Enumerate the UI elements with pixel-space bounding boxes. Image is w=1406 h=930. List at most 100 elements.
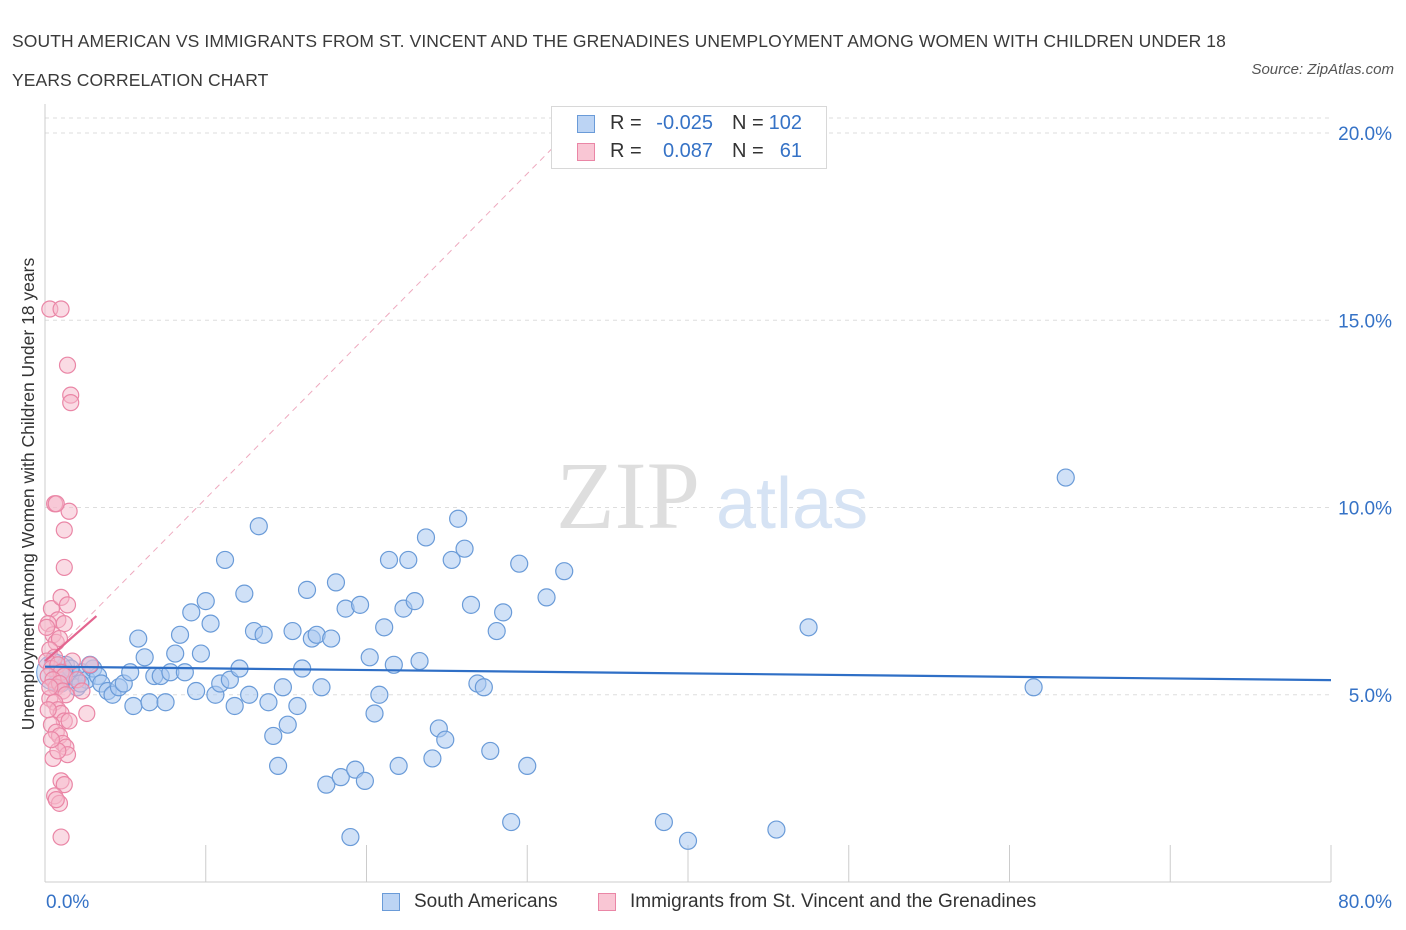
r-value: -0.025 [656, 112, 713, 134]
legend-label: Immigrants from St. Vincent and the Gren… [630, 891, 1037, 912]
st-vincent-point [55, 558, 73, 577]
south-americans-point [799, 618, 818, 637]
y-tick-label: 20.0% [1338, 124, 1392, 145]
x-tick-label-max: 80.0% [1338, 892, 1392, 913]
south-americans-point [436, 730, 455, 749]
south-americans-point [487, 621, 506, 641]
st-vincent-point [55, 521, 73, 539]
st-vincent-point [50, 629, 69, 648]
st-vincent-point [39, 701, 57, 719]
n-value: 102 [768, 112, 802, 134]
pink-trend-extension [44, 132, 568, 662]
south-americans-point [249, 517, 268, 536]
south-americans-point [375, 618, 394, 637]
chart-title: SOUTH AMERICAN VS IMMIGRANTS FROM ST. VI… [12, 31, 1226, 90]
watermark-atlas: atlas [716, 464, 868, 544]
south-americans-point [494, 603, 513, 622]
series-legend: South Americans Immigrants from St. Vinc… [0, 888, 1406, 918]
south-americans-point [326, 573, 346, 592]
st-vincent-point [52, 828, 70, 846]
south-americans-point [341, 827, 360, 847]
st-vincent-point [81, 656, 99, 674]
south-americans-point [474, 678, 493, 697]
south-americans-point [278, 715, 297, 734]
south-americans-point [135, 648, 154, 667]
south-americans-point [455, 539, 474, 558]
south-americans-point [410, 651, 429, 671]
south-americans-point [510, 554, 529, 573]
series-st-vincent [38, 300, 99, 846]
y-tick-label: 15.0% [1338, 311, 1392, 332]
south-americans-point [1024, 678, 1043, 697]
south-americans-point [268, 756, 288, 776]
legend-label: South Americans [414, 891, 558, 912]
south-americans-point [1056, 468, 1075, 487]
y-tick-label: 10.0% [1338, 499, 1392, 520]
south-americans-point [379, 550, 399, 570]
source-label: Source: ZipAtlas.com [1251, 61, 1394, 78]
n-value: 61 [779, 140, 802, 162]
st-vincent-point [63, 652, 81, 670]
y-axis-title: Unemployment Among Women with Children U… [18, 258, 38, 731]
st-vincent-point [52, 300, 70, 318]
n-label: N = [732, 112, 764, 134]
watermark: ZIP atlas [556, 442, 868, 549]
st-vincent-point [62, 394, 80, 412]
south-americans-point [129, 629, 148, 648]
south-americans-point [225, 696, 244, 716]
trend-extension [44, 132, 568, 662]
south-americans-point [322, 629, 341, 648]
blue-swatch [382, 893, 400, 911]
grid-lines [45, 117, 1331, 696]
south-americans-point [389, 756, 408, 776]
south-americans-point [384, 655, 403, 674]
south-americans-point [264, 726, 283, 746]
south-americans-point [297, 580, 317, 599]
south-americans-point [191, 644, 211, 663]
south-americans-point [187, 681, 206, 701]
south-americans-point [254, 625, 273, 644]
st-vincent-point [58, 356, 77, 374]
south-americans-point [235, 584, 254, 603]
south-americans-point [461, 595, 481, 614]
south-americans-point [767, 820, 786, 839]
r-value: 0.087 [662, 140, 713, 162]
south-americans-point [405, 592, 424, 611]
south-americans-point [312, 678, 331, 697]
south-americans-point [654, 812, 673, 832]
axes [44, 104, 1332, 883]
south-americans-point [416, 528, 436, 547]
south-americans-point [156, 693, 175, 712]
trend-lines [44, 615, 1332, 682]
south-americans-point [288, 696, 307, 716]
south-americans-point [331, 768, 350, 787]
x-tick-label-min: 0.0% [46, 892, 89, 913]
watermark-zip: ZIP [556, 442, 700, 549]
stats-row-st-vincent: R = 0.087 N = 61 [552, 138, 826, 166]
south-americans-point [678, 831, 698, 850]
south-americans-point [196, 592, 215, 611]
st-vincent-point [73, 682, 91, 700]
south-americans-point [259, 693, 278, 712]
south-americans-point [215, 550, 235, 570]
south-americans-point [182, 603, 201, 622]
south-americans-point [175, 663, 194, 682]
south-americans-trend-line [44, 665, 1332, 682]
stats-legend: R = -0.025 N = 102 R = 0.087 N = 61 [551, 106, 827, 169]
tick-labels: 5.0% 10.0% 15.0% 20.0% 0.0% 80.0% [46, 124, 1392, 913]
r-label: R = [610, 112, 642, 134]
st-vincent-trend-line [44, 615, 98, 662]
st-vincent-point [60, 502, 78, 520]
south-americans-point [537, 588, 556, 607]
st-vincent-point [38, 618, 56, 636]
south-americans-point [442, 550, 461, 570]
south-americans-point [350, 595, 370, 614]
south-americans-point [518, 756, 537, 776]
south-americans-point [283, 621, 302, 641]
south-americans-point [423, 749, 442, 768]
st-vincent-point [41, 678, 59, 696]
r-label: R = [610, 140, 642, 162]
south-americans-point [124, 696, 143, 716]
n-label: N = [732, 140, 764, 162]
